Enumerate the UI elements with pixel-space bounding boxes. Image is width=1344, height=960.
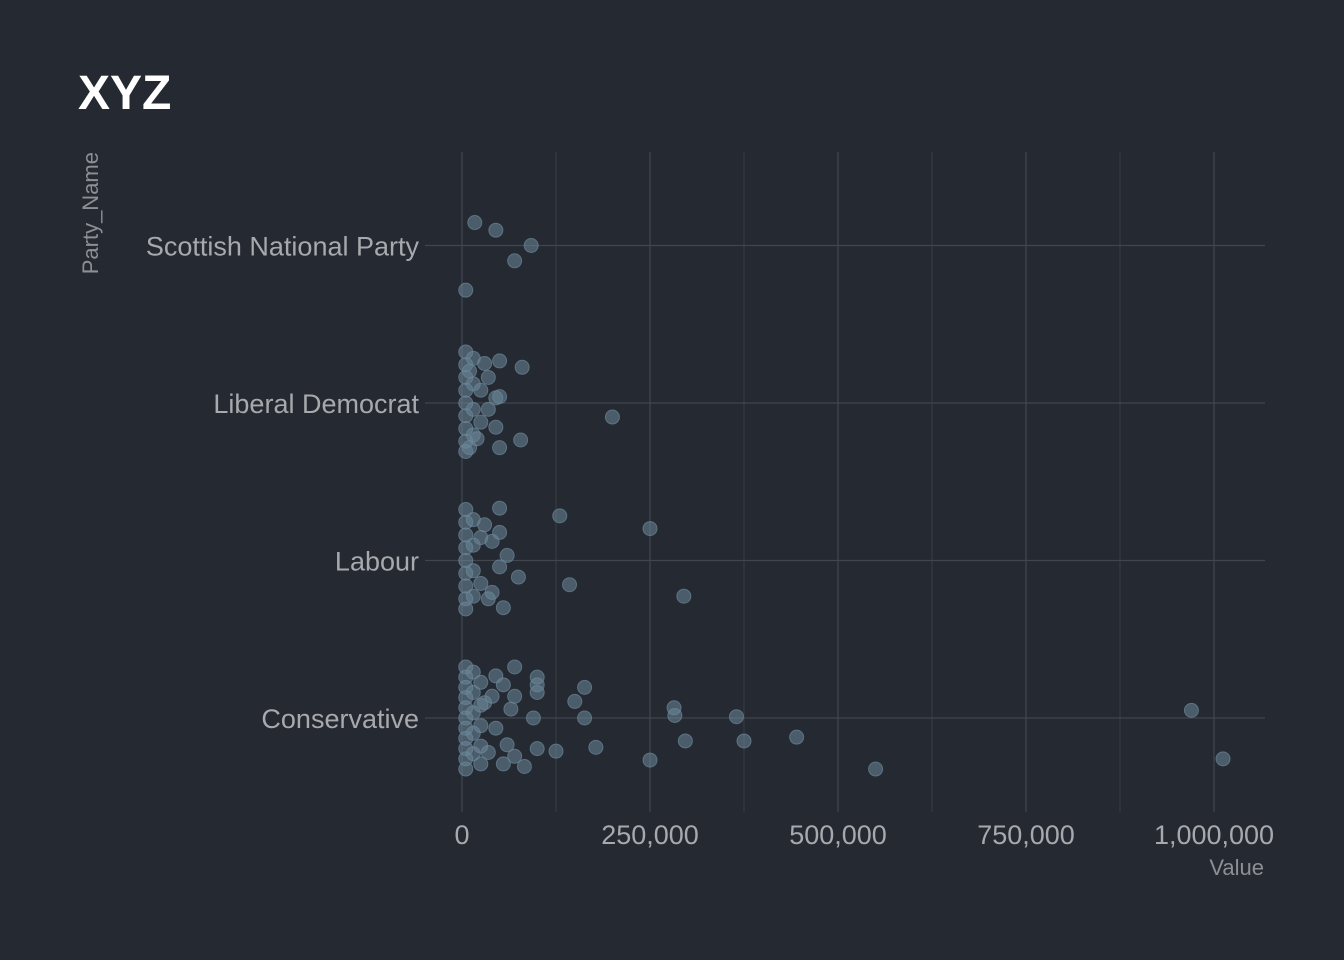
data-point xyxy=(484,584,500,600)
data-point xyxy=(465,350,481,366)
data-point xyxy=(577,679,593,695)
data-point xyxy=(458,601,474,617)
data-point xyxy=(1183,702,1199,718)
data-point xyxy=(492,440,508,456)
x-tick-label: 1,000,000 xyxy=(1154,820,1274,850)
y-tick-label: Conservative xyxy=(261,704,419,734)
data-point xyxy=(458,761,474,777)
data-point xyxy=(667,707,683,723)
data-point xyxy=(462,440,478,456)
data-point xyxy=(492,353,508,369)
data-point xyxy=(473,738,489,754)
data-point xyxy=(465,664,481,680)
x-axis-title: Value xyxy=(1209,855,1264,880)
data-point xyxy=(488,222,504,238)
data-point xyxy=(642,752,658,768)
data-point xyxy=(473,575,489,591)
data-point xyxy=(604,409,620,425)
data-point xyxy=(507,253,523,269)
data-point xyxy=(868,761,884,777)
tick-labels: 0 250,000 500,000 750,000 1,000,000 Conservat… xyxy=(146,232,1274,851)
data-point xyxy=(562,577,578,593)
data-point xyxy=(552,508,568,524)
data-point xyxy=(492,559,508,575)
data-point xyxy=(477,695,493,711)
y-tick-label: Labour xyxy=(335,547,419,577)
data-point xyxy=(507,659,523,675)
data-point xyxy=(525,710,541,726)
data-point xyxy=(510,569,526,585)
data-point xyxy=(728,709,744,725)
data-point xyxy=(676,588,692,604)
data-point xyxy=(516,758,532,774)
data-point xyxy=(677,733,693,749)
data-point xyxy=(577,710,593,726)
y-axis-title: Party_Name xyxy=(78,152,103,274)
data-point xyxy=(480,401,496,417)
data-point xyxy=(465,427,481,443)
data-point xyxy=(513,432,529,448)
data-point xyxy=(473,718,489,734)
data-point xyxy=(503,701,519,717)
data-point xyxy=(488,668,504,684)
data-point xyxy=(465,588,481,604)
data-point xyxy=(514,359,530,375)
x-tick-label: 750,000 xyxy=(977,820,1075,850)
data-point xyxy=(488,720,504,736)
data-point xyxy=(499,737,515,753)
data-point xyxy=(488,419,504,435)
data-point xyxy=(523,238,539,253)
data-point xyxy=(1215,751,1231,767)
data-point xyxy=(495,600,511,616)
x-tick-label: 0 xyxy=(454,820,469,850)
data-point xyxy=(465,401,481,417)
data-point xyxy=(458,282,474,298)
data-points xyxy=(458,215,1231,777)
data-point xyxy=(736,733,752,749)
data-point xyxy=(473,756,489,772)
data-point xyxy=(462,363,478,379)
data-point xyxy=(529,684,545,700)
data-point xyxy=(473,382,489,398)
data-point xyxy=(642,521,658,537)
data-point xyxy=(467,215,483,231)
data-point xyxy=(548,743,564,759)
y-tick-label: Scottish National Party xyxy=(146,232,420,262)
data-point xyxy=(480,369,496,385)
data-point xyxy=(465,512,481,528)
chart-title: XYZ xyxy=(78,67,172,120)
data-point xyxy=(465,563,481,579)
grid xyxy=(425,152,1265,812)
data-point xyxy=(495,756,511,772)
data-point xyxy=(465,684,481,700)
data-point xyxy=(499,547,515,563)
x-tick-label: 250,000 xyxy=(601,820,699,850)
data-point xyxy=(529,741,545,757)
data-point xyxy=(484,533,500,549)
x-tick-label: 500,000 xyxy=(789,820,887,850)
data-point xyxy=(567,693,583,709)
y-tick-label: Liberal Democrat xyxy=(213,389,419,419)
data-point xyxy=(473,674,489,690)
data-point xyxy=(473,414,489,430)
data-point xyxy=(588,739,604,755)
data-point xyxy=(492,500,508,516)
data-point xyxy=(507,748,523,764)
data-point xyxy=(507,688,523,704)
data-point xyxy=(488,390,504,406)
data-point xyxy=(789,729,805,745)
